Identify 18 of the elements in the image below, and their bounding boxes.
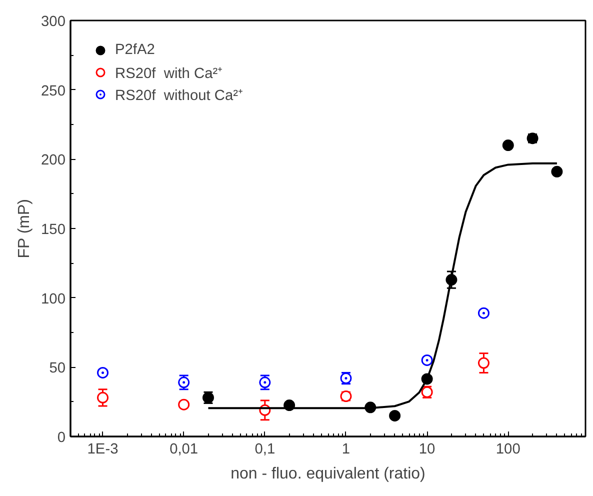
- y-tick-label: 150: [41, 222, 66, 238]
- y-tick-label: 200: [41, 152, 66, 169]
- x-tick-label: 1E-3: [87, 442, 118, 458]
- x-tick-label: 100: [496, 442, 520, 458]
- x-axis-title: non - fluo. equivalent (ratio): [230, 466, 426, 482]
- x-tick-label: 0,1: [254, 442, 276, 458]
- x-tick-label: 0,01: [170, 442, 198, 458]
- y-tick-label: 100: [41, 291, 66, 308]
- x-tick-label: 1: [342, 442, 350, 458]
- y-tick-label: 300: [41, 14, 66, 30]
- y-tick-label: 50: [49, 360, 66, 377]
- legend-label: P2fA2: [115, 42, 155, 58]
- x-tick-label: 10: [418, 442, 436, 458]
- y-tick-label: 0: [57, 430, 66, 446]
- legend-label: RS20f with Ca²⁺: [115, 65, 223, 82]
- y-tick-label: 250: [41, 83, 66, 100]
- y-axis-title: FP (mP): [16, 199, 34, 258]
- legend-label: RS20f without Ca²⁺: [115, 87, 244, 104]
